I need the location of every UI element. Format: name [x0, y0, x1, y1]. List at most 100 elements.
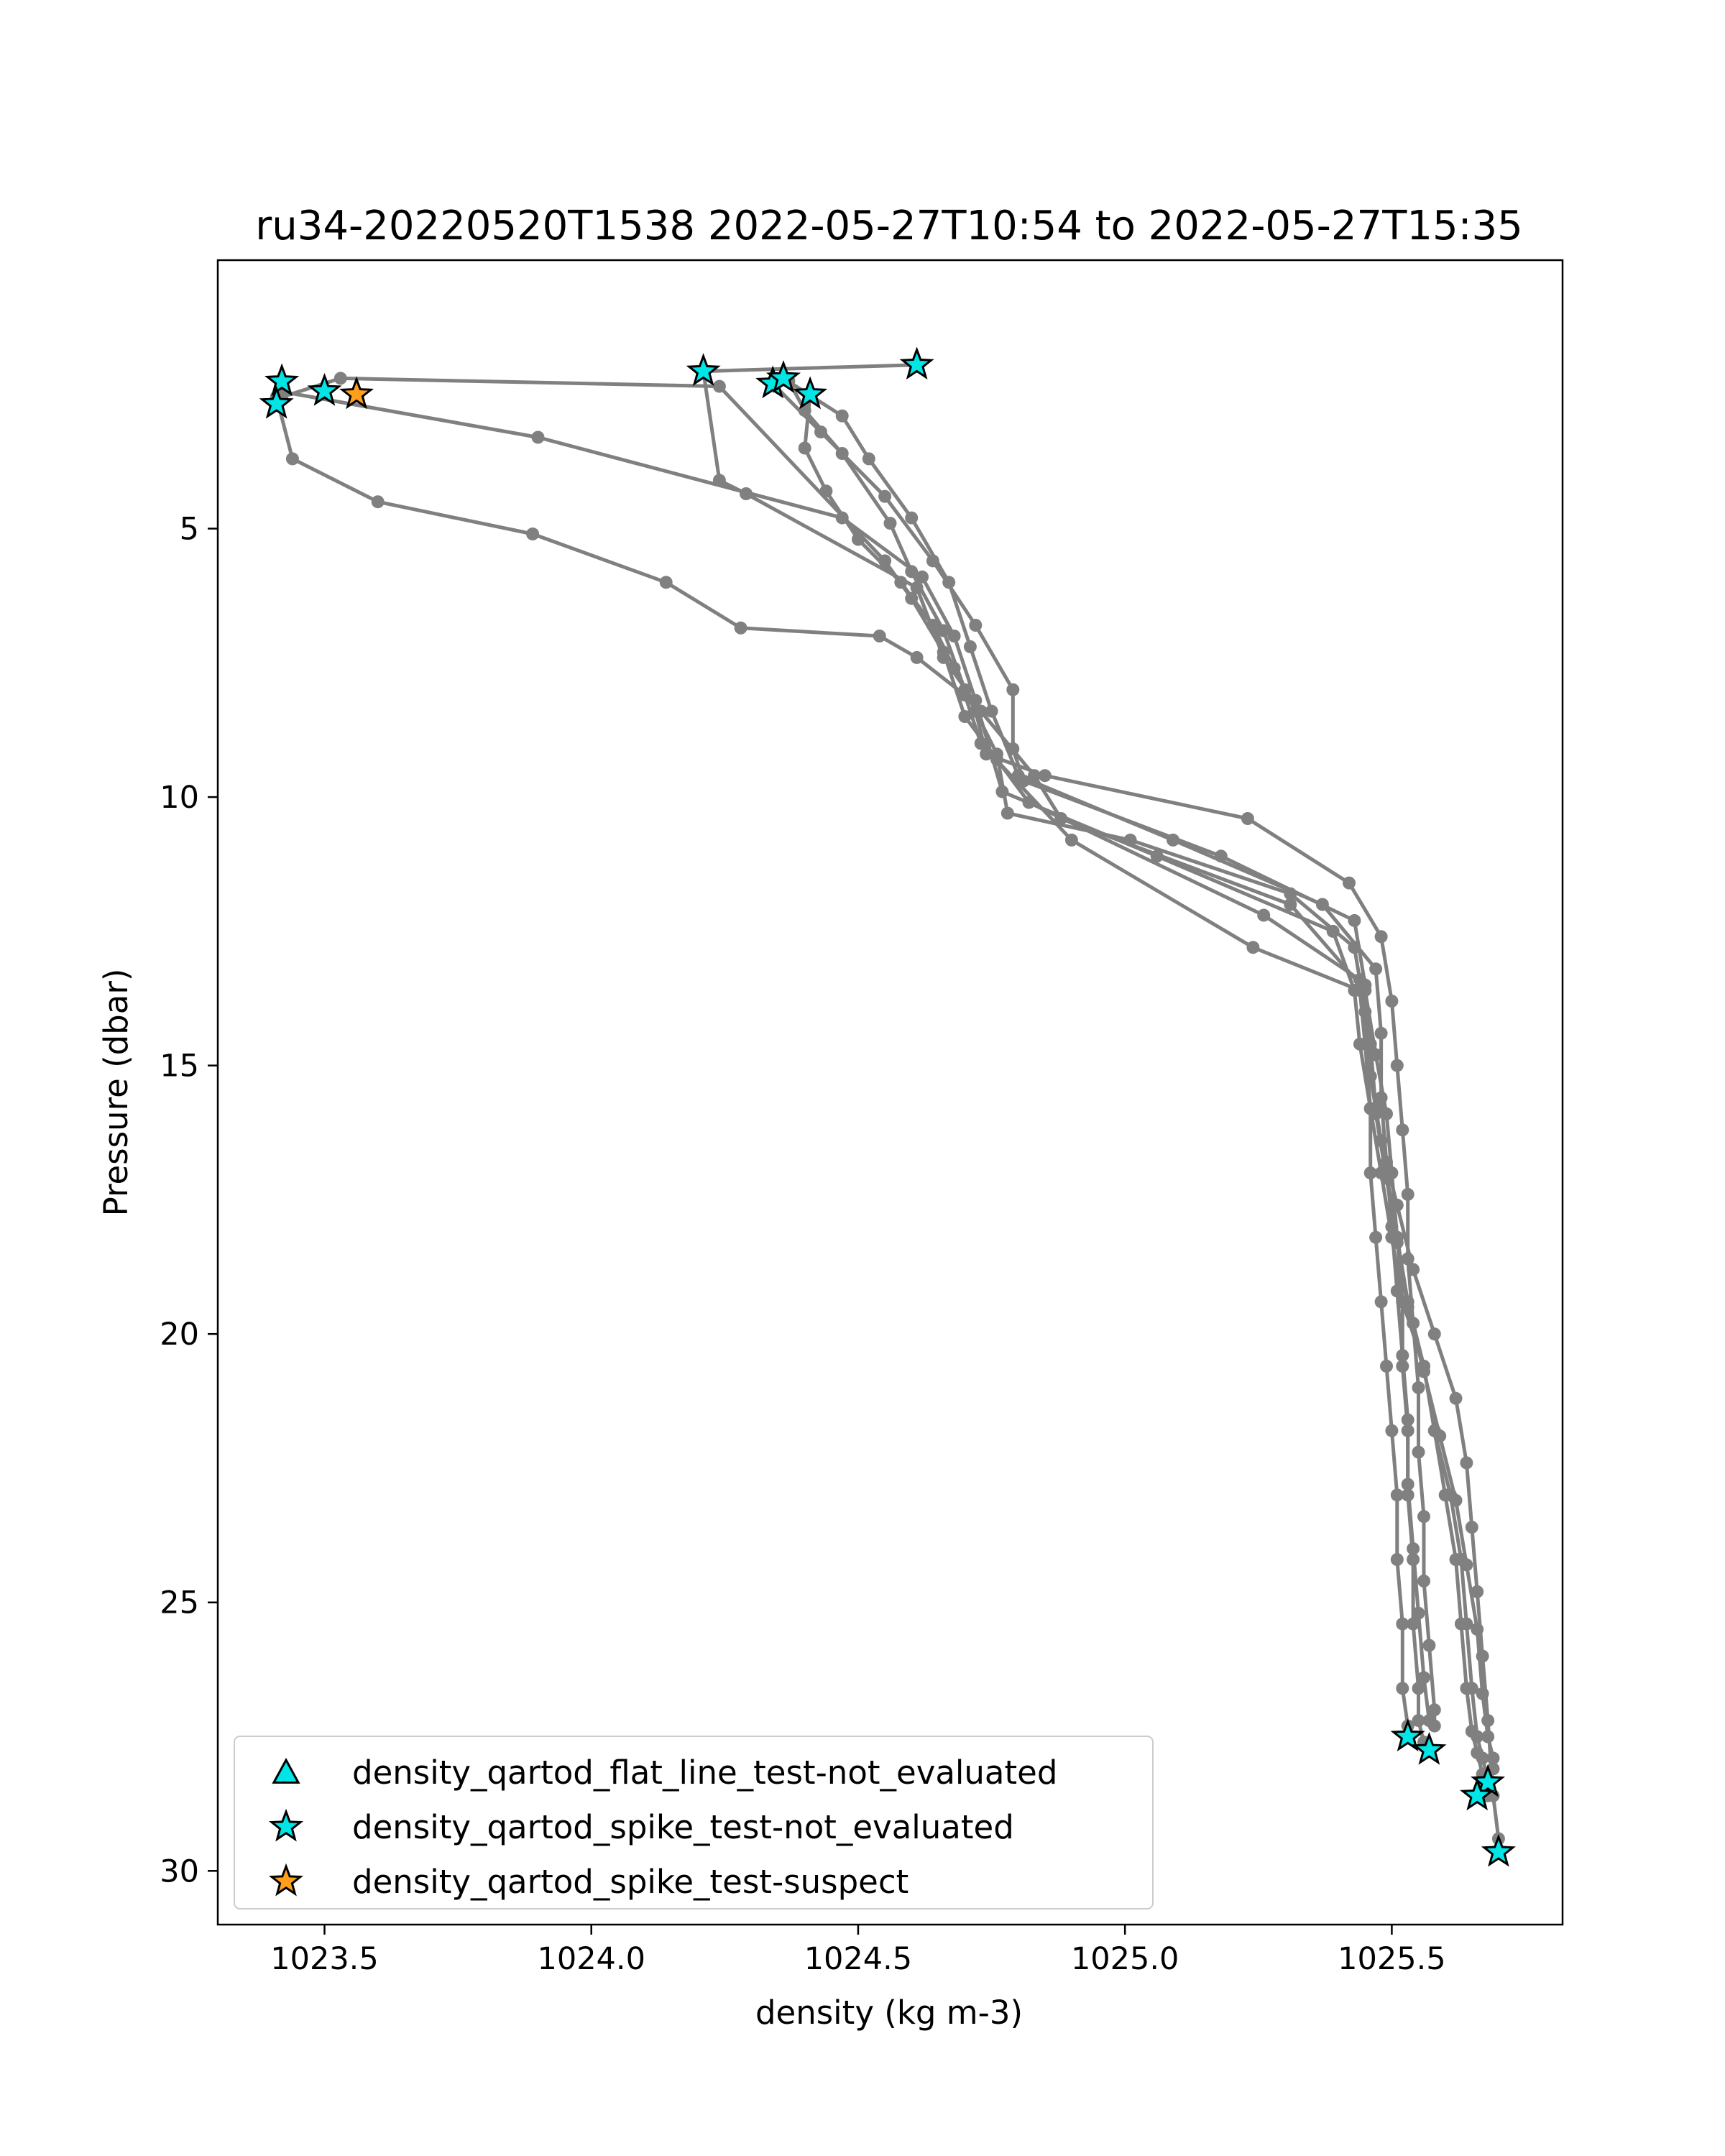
profile-point: [1380, 1156, 1393, 1169]
profile-point: [942, 576, 956, 589]
profile-point: [1427, 1327, 1441, 1341]
profile-point: [1417, 1574, 1430, 1588]
profile-point: [1246, 941, 1260, 954]
y-axis: 5 10 15 20 25 30: [160, 512, 218, 1889]
profile-point: [819, 484, 833, 498]
profile-line: [782, 377, 1431, 1721]
star-marker: [1412, 1731, 1447, 1765]
y-tick-label: 20: [160, 1317, 199, 1353]
legend-label: density_qartod_spike_test-suspect: [352, 1863, 908, 1901]
profile-point: [1167, 833, 1179, 847]
profile-line: [281, 376, 1490, 1785]
legend-label: density_qartod_spike_test-not_evaluated: [352, 1808, 1014, 1846]
profile-point: [1315, 898, 1329, 911]
profile-line: [280, 381, 1490, 1796]
profile-point: [334, 372, 347, 385]
profile-point: [798, 441, 811, 455]
profile-point: [1417, 1365, 1430, 1378]
star-marker: [1460, 1777, 1495, 1811]
profile-point: [1390, 1059, 1404, 1072]
profile-point: [1006, 683, 1020, 696]
profile-point: [1407, 1542, 1420, 1555]
profile-point: [1374, 1026, 1388, 1040]
flag-markers-layer: [259, 346, 1516, 1867]
profile-point: [1358, 978, 1372, 992]
profile-point: [985, 704, 998, 718]
star-marker: [765, 360, 801, 393]
y-axis-label: Pressure (dbar): [97, 969, 135, 1217]
x-tick-label: 1024.0: [537, 1941, 645, 1977]
profile-point: [1412, 1606, 1425, 1620]
profile-point: [1465, 1682, 1478, 1695]
profile-point: [371, 495, 385, 509]
y-tick-label: 10: [160, 780, 199, 816]
star-marker: [1471, 1764, 1506, 1797]
profile-point: [905, 511, 919, 525]
y-tick-label: 15: [160, 1049, 199, 1084]
profile-point: [1486, 1751, 1500, 1765]
profile-point: [659, 576, 673, 589]
legend-label: density_qartod_flat_line_test-not_evalua…: [352, 1754, 1057, 1792]
profile-4: [275, 374, 1495, 1802]
profile-point: [926, 619, 939, 632]
profile-point: [712, 379, 726, 393]
profile-point: [1481, 1730, 1495, 1743]
profile-point: [1396, 1123, 1409, 1137]
profile-point: [1363, 1166, 1377, 1180]
profile-line: [702, 363, 1431, 1751]
profile-point: [1380, 1360, 1393, 1373]
star-marker: [1390, 1718, 1425, 1751]
profile-point: [1348, 984, 1361, 998]
profile-2: [270, 390, 1414, 1743]
profile-line: [803, 394, 1437, 1726]
profile-point: [1422, 1714, 1436, 1728]
x-tick-label: 1025.5: [1338, 1941, 1445, 1977]
profile-point: [1363, 1069, 1377, 1083]
profile-point: [1401, 1187, 1414, 1201]
profile-point: [862, 452, 875, 466]
profile-point: [1385, 1220, 1399, 1233]
profile-3: [275, 372, 1495, 1792]
profile-point: [1390, 1198, 1404, 1212]
profile-point: [526, 528, 540, 540]
profile-point: [1449, 1391, 1463, 1405]
profile-point: [905, 565, 919, 579]
profile-point: [883, 517, 897, 530]
profile-point: [958, 710, 972, 723]
profile-point: [531, 430, 545, 444]
profile-point: [1369, 1230, 1383, 1244]
profile-point: [1449, 1493, 1463, 1507]
x-tick-label: 1023.5: [270, 1941, 378, 1977]
star-marker: [899, 346, 934, 380]
profile-point: [1390, 1488, 1404, 1502]
profile-point: [1471, 1585, 1484, 1598]
profile-point: [1150, 849, 1164, 863]
profile-point: [947, 630, 961, 642]
profile-point: [814, 425, 827, 439]
profile-point: [1460, 1456, 1473, 1470]
profile-point: [1460, 1617, 1473, 1631]
profile-point: [1401, 1413, 1414, 1427]
profile-point: [1369, 1107, 1383, 1120]
profile-point: [937, 624, 950, 637]
profile-point: [835, 409, 849, 423]
x-axis-label: density (kg m-3): [755, 1994, 1023, 2032]
legend-box: [234, 1736, 1154, 1909]
profile-point: [1011, 769, 1025, 783]
profile-point: [1427, 1703, 1441, 1717]
series-3: [339, 376, 374, 410]
star-marker: [1481, 1833, 1516, 1867]
chart-title: ru34-20220520T1538 2022-05-27T10:54 to 2…: [255, 203, 1522, 249]
profile-point: [1471, 1623, 1484, 1636]
profile-point: [1460, 1558, 1473, 1572]
profile-point: [1396, 1617, 1409, 1631]
profile-5: [782, 374, 1505, 1859]
star-marker: [259, 385, 294, 419]
star-marker: [339, 376, 374, 410]
star-marker: [264, 363, 300, 397]
profile-point: [1476, 1687, 1489, 1700]
profile-point: [1401, 1252, 1414, 1266]
profile-point: [894, 576, 908, 589]
profile-point: [1353, 1037, 1366, 1051]
